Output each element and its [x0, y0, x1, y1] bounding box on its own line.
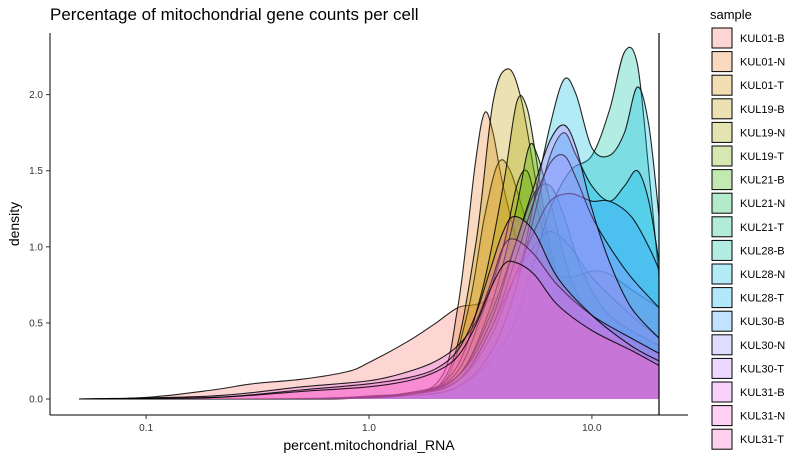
legend-label-kul19-n: KUL19-N [740, 127, 785, 139]
legend-swatch-kul28-b [711, 239, 733, 261]
legend-key-bg-kul28-n [712, 264, 732, 284]
legend-label-kul31-n: KUL31-N [740, 411, 785, 423]
x-tick-label: 1.0 [362, 423, 376, 434]
legend-key-bg-kul31-n [712, 405, 732, 426]
legend-label-kul21-t: KUL21-T [740, 222, 784, 234]
legend-key-bg-kul01-b [712, 28, 732, 48]
x-axis-title: percent.mitochondrial_RNA [283, 437, 455, 453]
density-area-kul31-t [79, 261, 659, 399]
y-tick-label: 1.5 [29, 166, 43, 177]
plot-area [78, 46, 660, 400]
density-area-kul28-b [79, 47, 659, 399]
density-area-kul21-t [79, 231, 659, 399]
legend-swatch-kul01-b [711, 27, 733, 49]
density-line-kul30-t [78, 124, 660, 400]
density-area-kul21-b [79, 143, 659, 399]
legend-key-bg-kul19-b [712, 98, 732, 119]
density-area-kul28-t [79, 132, 659, 399]
legend-swatch-kul30-t [711, 357, 733, 379]
density-area-kul19-t [79, 170, 659, 399]
legend-key-bg-kul01-t [712, 75, 732, 96]
legend-swatch-kul21-b [711, 169, 733, 191]
legend-key-bg-kul28-b [712, 240, 732, 261]
legend-key-bg-kul01-n [712, 51, 732, 72]
density-area-kul30-t [79, 124, 659, 400]
legend-label-kul01-b: KUL01-B [740, 33, 785, 45]
legend-key-bg-kul21-n [712, 193, 732, 214]
density-area-kul31-b [79, 238, 659, 399]
legend-key-bg-kul28-t [712, 287, 732, 308]
y-tick-label: 2.0 [29, 90, 43, 101]
density-area-kul30-n [79, 154, 659, 399]
legend-key-bg-kul30-t [712, 358, 732, 379]
y-tick-label: 1.0 [29, 242, 43, 253]
chart-title: Percentage of mitochondrial gene counts … [50, 5, 419, 24]
legend-swatch-kul19-n [711, 121, 733, 143]
y-tick-label: 0.0 [29, 395, 43, 406]
density-line-kul01-b [78, 270, 660, 400]
x-tick-label: 0.1 [139, 423, 153, 434]
legend-key-bg-kul21-b [712, 169, 732, 190]
density-line-kul31-t [78, 260, 660, 400]
y-axis-title: density [6, 202, 22, 246]
legend-label-kul01-t: KUL01-T [740, 80, 784, 92]
legend-label-kul31-t: KUL31-T [740, 434, 784, 446]
legend-swatch-kul19-t [711, 145, 733, 167]
density-area-kul01-b [79, 271, 659, 399]
legend-swatch-kul21-n [711, 192, 733, 214]
legend-swatch-kul28-t [711, 287, 733, 309]
legend-swatch-kul21-t [711, 216, 733, 238]
density-line-kul31-n [78, 215, 660, 400]
legend-label-kul28-b: KUL28-B [740, 245, 785, 257]
legend-swatch-kul31-t [711, 428, 733, 450]
legend-swatch-kul31-n [711, 405, 733, 427]
legend-key-bg-kul31-t [712, 429, 732, 450]
legend-swatch-kul01-t [711, 74, 733, 96]
density-line-kul28-t [78, 132, 660, 400]
legend-label-kul28-t: KUL28-T [740, 293, 784, 305]
legend-label-kul30-b: KUL30-B [740, 316, 785, 328]
legend-label-kul01-n: KUL01-N [740, 57, 785, 69]
legend-label-kul30-n: KUL30-N [740, 340, 785, 352]
legend-swatch-kul30-n [711, 334, 733, 356]
legend-key-bg-kul31-b [712, 382, 732, 402]
legend-label-kul19-t: KUL19-T [740, 151, 784, 163]
density-area-kul30-b [79, 193, 659, 399]
density-line-kul31-b [78, 238, 660, 400]
legend-label-kul30-t: KUL30-T [740, 363, 784, 375]
legend-key-bg-kul21-t [712, 216, 732, 237]
legend-swatch-kul01-n [711, 51, 733, 73]
y-tick-label: 0.5 [29, 318, 43, 329]
legend-key-bg-kul30-n [712, 334, 732, 355]
density-area-kul21-n [79, 183, 659, 399]
legend-title: sample [710, 7, 752, 22]
legend-label-kul21-b: KUL21-B [740, 175, 785, 187]
legend-key-bg-kul19-n [712, 122, 732, 143]
axes: 0.1 1.0 10.0 0.0 0.5 1.0 1.5 2.0 [29, 33, 688, 434]
x-tick-label: 10.0 [582, 423, 602, 434]
legend: sample KUL01-B KUL01-N KUL01-T KUL19-B KUL19… [710, 7, 785, 450]
legend-swatch-kul30-b [711, 310, 733, 332]
legend-key-bg-kul19-t [712, 146, 732, 166]
density-area-kul28-n [79, 77, 659, 399]
legend-swatch-kul19-b [711, 98, 733, 120]
legend-label-kul28-n: KUL28-N [740, 269, 785, 281]
legend-label-kul21-n: KUL21-N [740, 198, 785, 210]
legend-swatch-kul28-n [711, 263, 733, 285]
legend-key-bg-kul30-b [712, 311, 732, 332]
legend-label-kul31-b: KUL31-B [740, 387, 785, 399]
density-area-kul01-n [79, 111, 659, 399]
legend-swatch-kul31-b [711, 381, 733, 403]
density-area-kul19-b [79, 68, 659, 399]
legend-label-kul19-b: KUL19-B [740, 104, 785, 116]
